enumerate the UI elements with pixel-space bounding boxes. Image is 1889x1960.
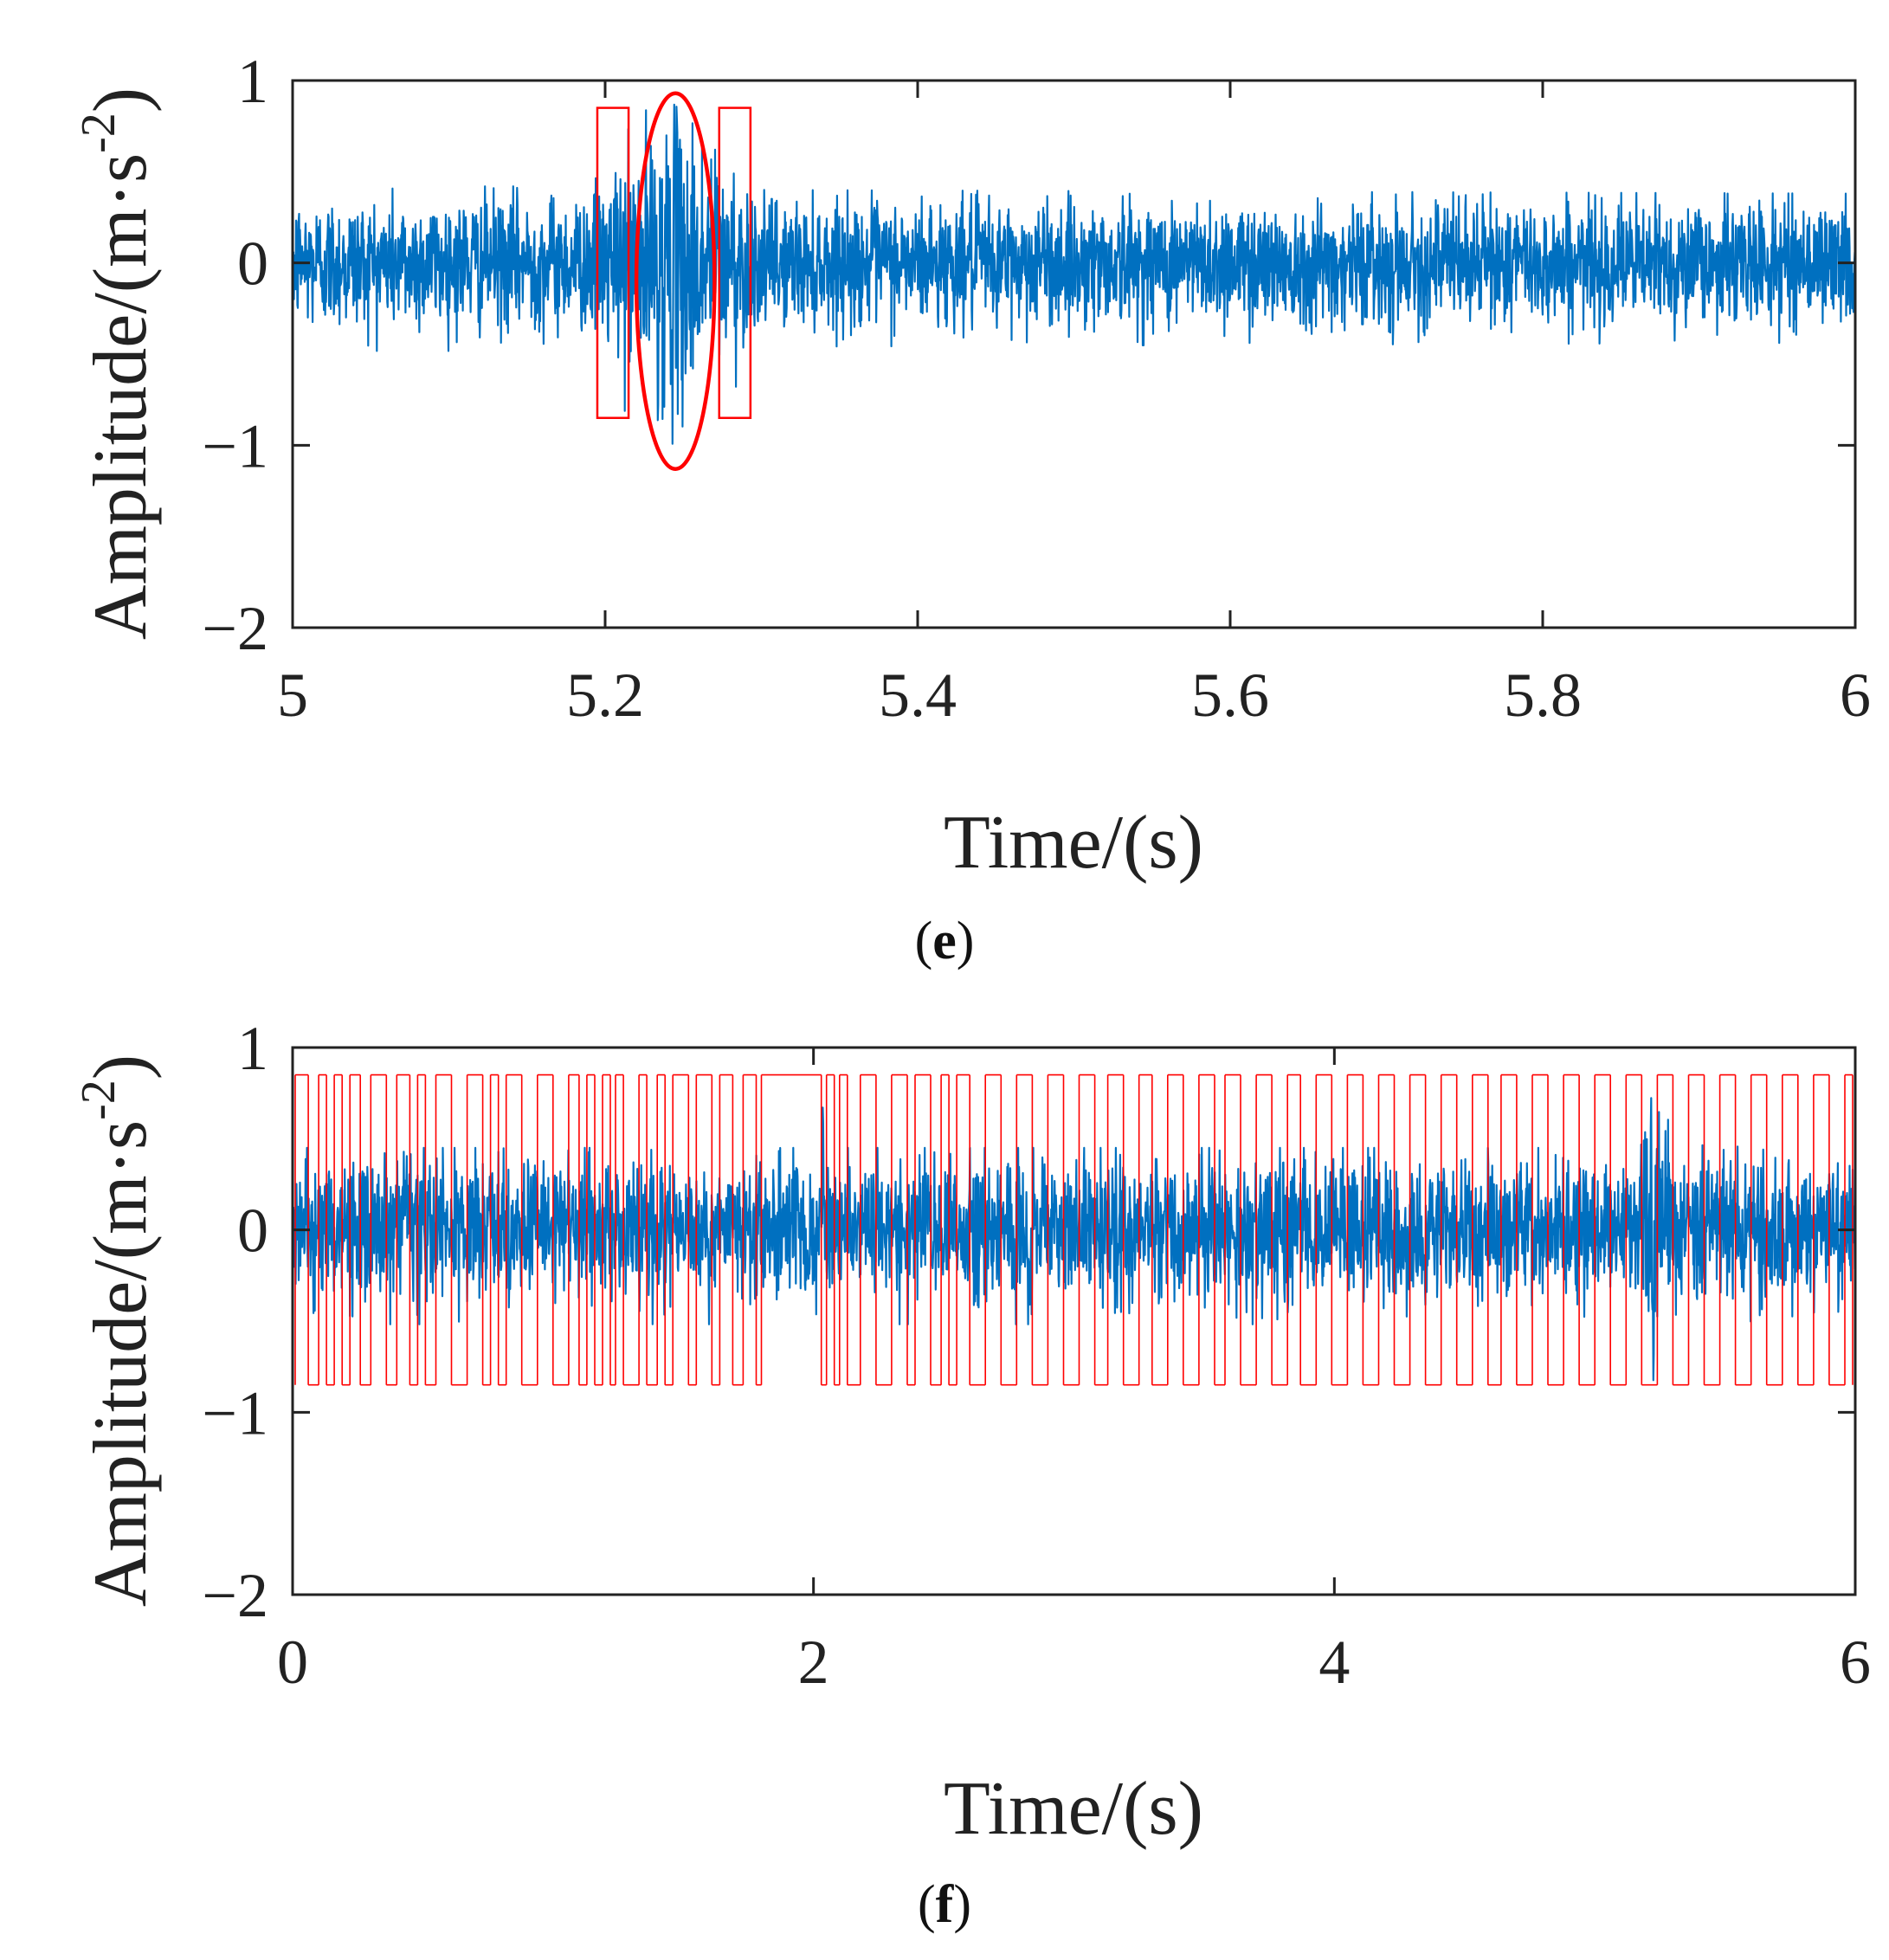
caption-open-e: ( bbox=[915, 912, 933, 970]
y-axis-label-close-e: ) bbox=[79, 87, 163, 113]
axes-frame-f bbox=[291, 1046, 1857, 1596]
y-axis-label-e: Amplitude/(m·s-2) bbox=[72, 87, 163, 640]
caption-open-f: ( bbox=[918, 1875, 936, 1934]
highlight-window-rect bbox=[596, 106, 630, 419]
y-ticks-e: 1 0 −1 −2 bbox=[202, 47, 1855, 663]
signal-series-e bbox=[291, 103, 1857, 445]
x-tick-label: 5.2 bbox=[566, 661, 644, 730]
plot-area-e bbox=[293, 81, 1855, 628]
y-ticks-f: 1 0 −1 −2 bbox=[202, 1014, 1855, 1630]
chart-panel-e: 1 0 −1 −2 5 5.2 5.4 5.6 5.8 6 Time/(s) Amplitude… bbox=[72, 47, 1871, 970]
y-axis-label-main-f: Amplitude/(m·s bbox=[79, 1120, 163, 1607]
caption-letter-e: e bbox=[932, 912, 957, 970]
y-axis-label-sup-e: -2 bbox=[72, 113, 126, 153]
caption-letter-f: f bbox=[936, 1875, 955, 1934]
caption-close-e: ) bbox=[957, 912, 975, 970]
y-axis-label-f: Amplitude/(m·s-2) bbox=[72, 1054, 163, 1607]
plot-area-f bbox=[293, 1048, 1855, 1595]
y-axis-label-close-f: ) bbox=[79, 1054, 163, 1080]
x-axis-label-f: Time/(s) bbox=[944, 1767, 1203, 1851]
axes-frame-e bbox=[291, 79, 1857, 629]
y-tick-label: 1 bbox=[237, 1014, 268, 1083]
x-tick-label: 6 bbox=[1840, 661, 1871, 730]
x-tick-label: 5 bbox=[277, 661, 308, 730]
y-tick-label: −1 bbox=[202, 1378, 268, 1447]
x-ticks-e: 5 5.2 5.4 5.6 5.8 6 bbox=[277, 81, 1871, 730]
x-tick-label: 5.8 bbox=[1504, 661, 1582, 730]
y-tick-label: 0 bbox=[237, 229, 268, 299]
x-tick-label: 2 bbox=[798, 1628, 829, 1697]
x-tick-label: 0 bbox=[277, 1628, 308, 1697]
x-ticks-f: 0 2 4 6 bbox=[277, 1048, 1871, 1697]
fault-impulse-ellipse bbox=[634, 91, 717, 471]
y-tick-label: 1 bbox=[237, 47, 268, 116]
panel-caption-f: (f) bbox=[918, 1875, 971, 1934]
y-tick-label: −1 bbox=[202, 411, 268, 480]
x-tick-label: 4 bbox=[1318, 1628, 1350, 1697]
annotations-e bbox=[596, 91, 752, 471]
caption-close-f: ) bbox=[953, 1875, 971, 1934]
x-axis-label-e: Time/(s) bbox=[944, 801, 1203, 885]
chart-panel-f: 1 0 −1 −2 0 2 4 6 Time/(s) Amplitude/(m·s-2) (… bbox=[72, 1014, 1871, 1934]
x-tick-label: 6 bbox=[1840, 1628, 1871, 1697]
x-tick-label: 5.6 bbox=[1191, 661, 1269, 730]
y-axis-label-sup-f: -2 bbox=[72, 1080, 126, 1120]
y-tick-label: 0 bbox=[237, 1196, 268, 1266]
y-tick-label: −2 bbox=[202, 594, 268, 663]
y-tick-label: −2 bbox=[202, 1561, 268, 1630]
x-tick-label: 5.4 bbox=[879, 661, 957, 730]
signal-line bbox=[291, 103, 1857, 445]
panel-caption-e: (e) bbox=[915, 912, 975, 970]
highlight-window-rect bbox=[718, 106, 752, 419]
y-axis-label-main-e: Amplitude/(m·s bbox=[79, 153, 163, 640]
